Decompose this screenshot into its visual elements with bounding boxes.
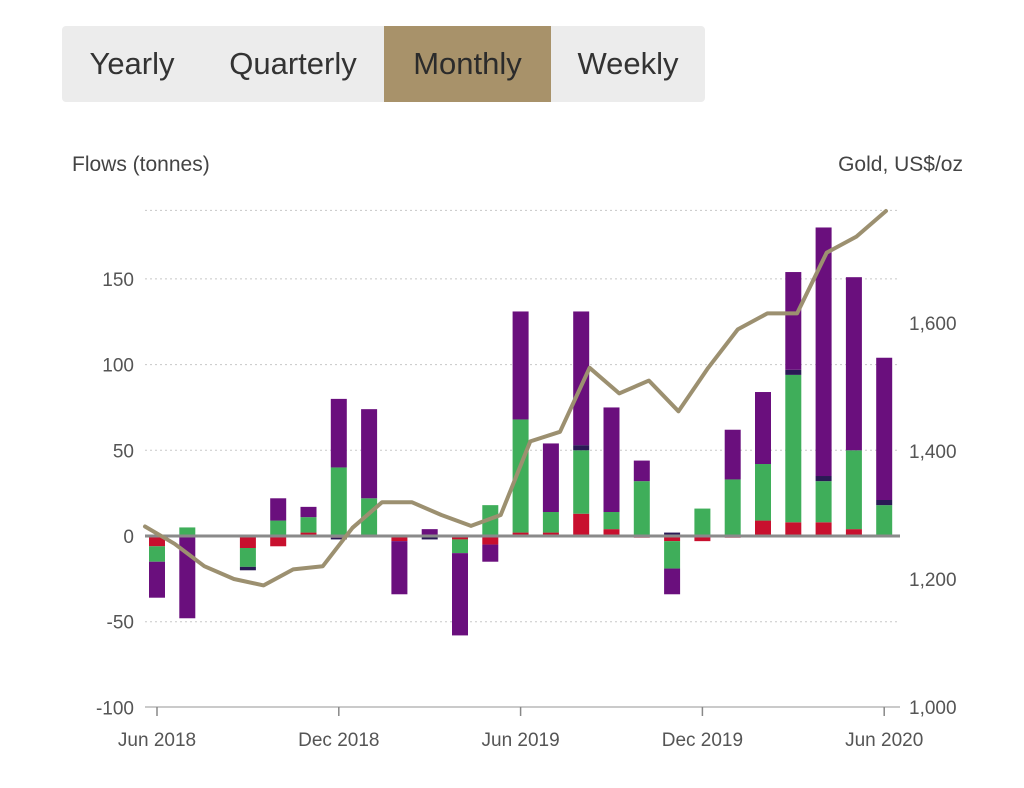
bar-segment-purple [724, 429, 741, 480]
bar-segment-purple [603, 407, 620, 513]
bar-segment-green [664, 541, 681, 569]
bar-segment-green [724, 479, 741, 536]
bar-segment-red [482, 536, 499, 545]
bar-segment-purple [391, 541, 408, 595]
bar-segment-red [452, 536, 468, 540]
bar-segment-red [664, 536, 681, 542]
bar-segment-purple [633, 460, 650, 482]
bar-segment-red [391, 536, 408, 542]
bar-segment-purple [573, 311, 590, 446]
bar-segment-purple [755, 392, 771, 465]
bar-segment-navy [239, 566, 256, 571]
bar-segment-red [239, 536, 256, 548]
y-right-tick-label: 1,600 [909, 314, 957, 335]
bar-segment-purple [149, 561, 165, 598]
gold-price-line [143, 209, 888, 588]
bar-segment-navy [330, 537, 347, 540]
y-left-tick-label: -50 [107, 613, 134, 634]
y-right-tick-label: 1,200 [909, 570, 957, 591]
bar-segment-green [270, 520, 287, 536]
bars [149, 227, 893, 636]
tab-yearly[interactable]: Yearly [89, 46, 175, 81]
bar-segment-purple [300, 506, 317, 518]
bar-segment-purple [876, 357, 893, 501]
bar-segment-purple [512, 311, 529, 420]
bar-segment-navy [815, 476, 832, 482]
bar-segment-green [330, 467, 347, 536]
bar-segment-red [300, 532, 317, 536]
bar-segment-green [755, 464, 771, 521]
bar-segment-navy [785, 369, 802, 375]
tab-quarterly[interactable]: Quarterly [229, 46, 357, 81]
bar-segment-green [542, 512, 559, 533]
bar-segment-green [452, 539, 468, 554]
y-left-tick-label: 100 [102, 356, 134, 377]
bar-segment-purple [482, 544, 499, 562]
bar-segment-green [149, 546, 165, 562]
period-tab-group: Yearly Quarterly Monthly Weekly [62, 26, 705, 102]
y-right-title: Gold, US$/oz [838, 153, 963, 176]
tab-weekly[interactable]: Weekly [577, 46, 679, 81]
bar-segment-navy [421, 536, 438, 540]
bar-segment-green [815, 481, 832, 523]
bar-segment-navy [876, 500, 893, 506]
y-right-tick-label: 1,400 [909, 442, 957, 463]
bar-segment-green [785, 374, 802, 523]
gold-price-polyline [143, 209, 888, 588]
y-left-tick-label: 150 [102, 270, 134, 291]
y-left-tick-label: 50 [113, 441, 134, 462]
bar-segment-green [239, 547, 256, 567]
bar-segment-red [573, 513, 590, 536]
bar-segment-red [694, 536, 711, 542]
bar-segment-purple [330, 398, 347, 468]
bar-segment-navy [573, 445, 590, 451]
bar-segment-green [633, 481, 650, 536]
bar-segment-red [755, 520, 771, 536]
bar-segment-red [149, 536, 165, 547]
x-tick-label: Jun 2019 [482, 730, 560, 751]
bar-segment-purple [421, 529, 438, 536]
bar-segment-green [300, 517, 317, 533]
bar-segment-purple [815, 227, 832, 477]
y-left-tick-label: -100 [96, 698, 134, 719]
bar-segment-green [845, 450, 862, 530]
bar-segment-green [179, 527, 196, 536]
bar-segment-red [270, 536, 287, 547]
bar-segment-red [785, 522, 802, 536]
bar-segment-green [573, 450, 590, 514]
bar-segment-navy [664, 532, 681, 536]
bar-segment-purple [361, 409, 378, 499]
bar-segment-purple [664, 568, 681, 595]
bar-segment-green [512, 419, 529, 533]
bar-segment-purple [452, 553, 468, 636]
bar-segment-purple [542, 443, 559, 513]
bar-segment-green [876, 505, 893, 536]
bar-segment-red [815, 522, 832, 536]
bar-segment-red [512, 532, 529, 536]
axes: 150 100 50 0 -50 -100 1,600 1,400 1,200 1,000 Jun … [96, 270, 957, 751]
y-right-tick-label: 1,000 [909, 698, 957, 719]
bar-segment-red [603, 529, 620, 536]
y-left-title: Flows (tonnes) [72, 153, 210, 176]
y-left-tick-label: 0 [123, 527, 134, 548]
tab-monthly[interactable]: Monthly [384, 26, 551, 102]
bar-segment-green [694, 508, 711, 536]
bar-segment-purple [845, 277, 862, 451]
bar-segment-purple [785, 272, 802, 370]
bar-segment-green [603, 512, 620, 530]
gridlines [145, 209, 900, 623]
bar-segment-red [845, 529, 862, 536]
x-tick-label: Dec 2019 [662, 730, 743, 751]
x-tick-label: Jun 2018 [118, 730, 196, 751]
bar-segment-red [542, 532, 559, 536]
x-tick-label: Dec 2018 [298, 730, 379, 751]
x-tick-label: Jun 2020 [845, 730, 923, 751]
bar-segment-purple [270, 498, 287, 521]
